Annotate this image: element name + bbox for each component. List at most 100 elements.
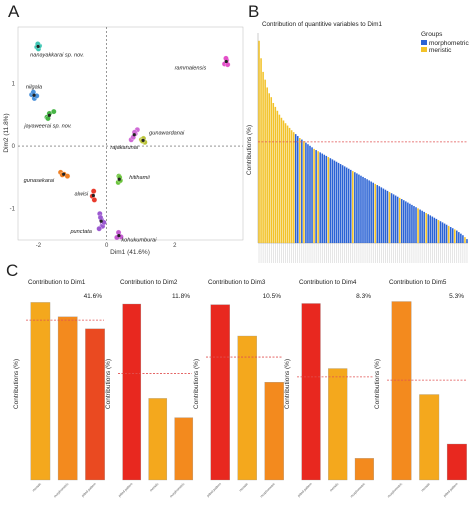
dim1-variable-bar: [296, 136, 299, 243]
contribution-to-dim5-y-axis-label: Contributions (%): [374, 359, 381, 409]
contribution-to-dim3-percent: 10.5%: [263, 293, 282, 300]
contribution-to-dim1-category-label: morphometric: [53, 482, 70, 499]
dim1-variable-bar: [441, 222, 444, 243]
pca-x-tick-label: 0: [105, 243, 109, 249]
dim1-variable-bar: [409, 203, 411, 243]
contribution-to-dim1-title: Contribution to Dim1: [28, 279, 86, 286]
dim1-variable-bar: [456, 230, 458, 243]
contribution-to-dim4-bar: [354, 458, 374, 481]
dim1-variable-bar: [321, 153, 323, 243]
dim1-variable-bar: [323, 154, 326, 243]
pca-scatter-plot: Dim1 (41.6%) Dim2 (11.8%) -2 0 2 1 0 -1 nanaya…: [3, 26, 244, 256]
dim1-variable-bar: [398, 197, 401, 243]
dim1-variable-bar: [386, 190, 389, 243]
dim1-variable-bar: [376, 185, 379, 243]
contribution-to-dim3-category-label: morphometric: [259, 482, 276, 499]
dim1-variable-bar: [390, 193, 393, 243]
contribution-to-dim3-bar: [264, 382, 284, 481]
contribution-to-dim4-y-axis-label: Contributions (%): [284, 359, 291, 409]
dim1-variable-bar: [451, 228, 454, 243]
pca-species-label: hitihamii: [129, 175, 150, 181]
pca-species-label: alwisi: [74, 192, 88, 198]
dim1-variable-bar: [437, 220, 440, 243]
dim1-variable-bar: [362, 176, 364, 243]
dim1-variable-bar: [445, 224, 448, 243]
pca-point: [64, 173, 71, 179]
contribution-to-dim2-bar: [148, 398, 168, 481]
dim1-variable-bar: [356, 173, 358, 243]
contribution-to-dim4-bar: [328, 368, 348, 481]
contribution-to-dim1-y-axis-label: Contributions (%): [13, 359, 20, 409]
dim1-variable-bar: [309, 145, 311, 243]
dim1-variable-bar: [266, 87, 268, 243]
legend-swatch-meristic: [421, 47, 427, 52]
contribution-to-dim5-category-label: pitted pattern: [443, 482, 459, 498]
contribution-to-dim3-bar: [237, 335, 257, 481]
contribution-to-dim3-category-label: meristic: [238, 482, 249, 493]
dim1-variable-bar: [335, 161, 338, 243]
dim1-variable-bar: [382, 188, 385, 243]
dim1-variable-bar: [415, 207, 417, 243]
dim1-variable-bar: [268, 93, 270, 244]
dim1-variable-bar: [339, 164, 342, 243]
contribution-to-dim5-category-label: meristic: [420, 482, 431, 493]
dim1-variable-bar: [405, 201, 407, 243]
dim1-variable-bar: [458, 232, 460, 243]
contribution-to-dim3-y-axis-label: Contributions (%): [193, 359, 200, 409]
pca-species-label: rammalensis: [175, 65, 207, 71]
dim1-variable-bar: [262, 71, 264, 243]
pca-x-tick-label: 2: [173, 243, 177, 249]
dim1-variable-bar: [447, 225, 450, 243]
dim1-variable-bar: [286, 125, 289, 243]
contribution-to-dim5-bar: [391, 301, 412, 481]
dim1-variable-legend: Groups morphometric meristic: [421, 31, 469, 54]
dim1-variable-bar: [288, 127, 291, 243]
contribution-to-dim1-chart: Contribution to Dim1 41.6% Contributions (…: [13, 279, 105, 498]
dim1-variable-bar: [411, 204, 413, 243]
dim1-variable-bar: [307, 144, 309, 243]
dim1-variable-bar: [301, 139, 303, 243]
dim1-variable-bar: [413, 206, 415, 243]
contribution-to-dim4-chart: Contribution to Dim4 8.3% Contributions (%…: [284, 279, 374, 498]
dim1-variable-bar: [360, 175, 362, 243]
dim1-variable-bar: [284, 123, 287, 243]
dimension-contribution-charts: Contribution to Dim1 41.6% Contributions (…: [13, 279, 467, 498]
dim1-variable-bar: [464, 237, 466, 243]
dim1-variable-bar: [345, 167, 348, 243]
dim1-variable-bar: [364, 178, 366, 243]
dim1-variable-bar: [272, 103, 275, 243]
dim1-variable-bar: [347, 168, 350, 243]
dim1-variable-bar: [276, 110, 279, 244]
dim1-variable-bar: [294, 134, 297, 243]
legend-label-morphometric: morphometric: [429, 40, 469, 47]
pca-y-tick-label: -1: [10, 207, 16, 213]
dim1-variable-bar: [299, 138, 301, 243]
dim1-variable-bar: [305, 142, 307, 243]
pca-x-tick-label: -2: [36, 243, 42, 249]
pca-group-centroid: [36, 44, 40, 49]
dim1-variable-y-axis-label: Contributions (%): [246, 125, 253, 175]
panel-letter-b: B: [248, 2, 259, 21]
dim1-variable-bar: [352, 171, 354, 243]
pca-species-label: gunasekarai: [24, 178, 55, 184]
pca-point: [90, 188, 97, 194]
dim1-variable-bar: [264, 79, 266, 244]
dim1-variable-bar: [425, 213, 427, 243]
dim1-variable-bar: [341, 165, 344, 243]
dim1-variable-bar: [431, 216, 434, 243]
pca-group-centroid: [62, 172, 66, 176]
dim1-variable-bar: [460, 233, 462, 243]
dim1-variable-bar: [453, 229, 456, 243]
pca-group-centroid: [141, 138, 145, 142]
contribution-to-dim1-category-label: pitted pattern: [81, 482, 97, 498]
pca-group-centroid: [132, 133, 136, 137]
dim1-variable-bar: [354, 172, 356, 243]
dim1-variable-bar: [378, 186, 381, 243]
contribution-to-dim5-percent: 5.3%: [449, 293, 464, 300]
dim1-variable-bar: [403, 200, 405, 243]
dim1-variable-bar: [392, 194, 395, 243]
pca-y-tick-label: 1: [12, 81, 16, 87]
contribution-to-dim2-bar: [122, 303, 142, 481]
dim1-variable-bar: [319, 152, 321, 243]
dim1-variable-bar: [429, 215, 432, 243]
